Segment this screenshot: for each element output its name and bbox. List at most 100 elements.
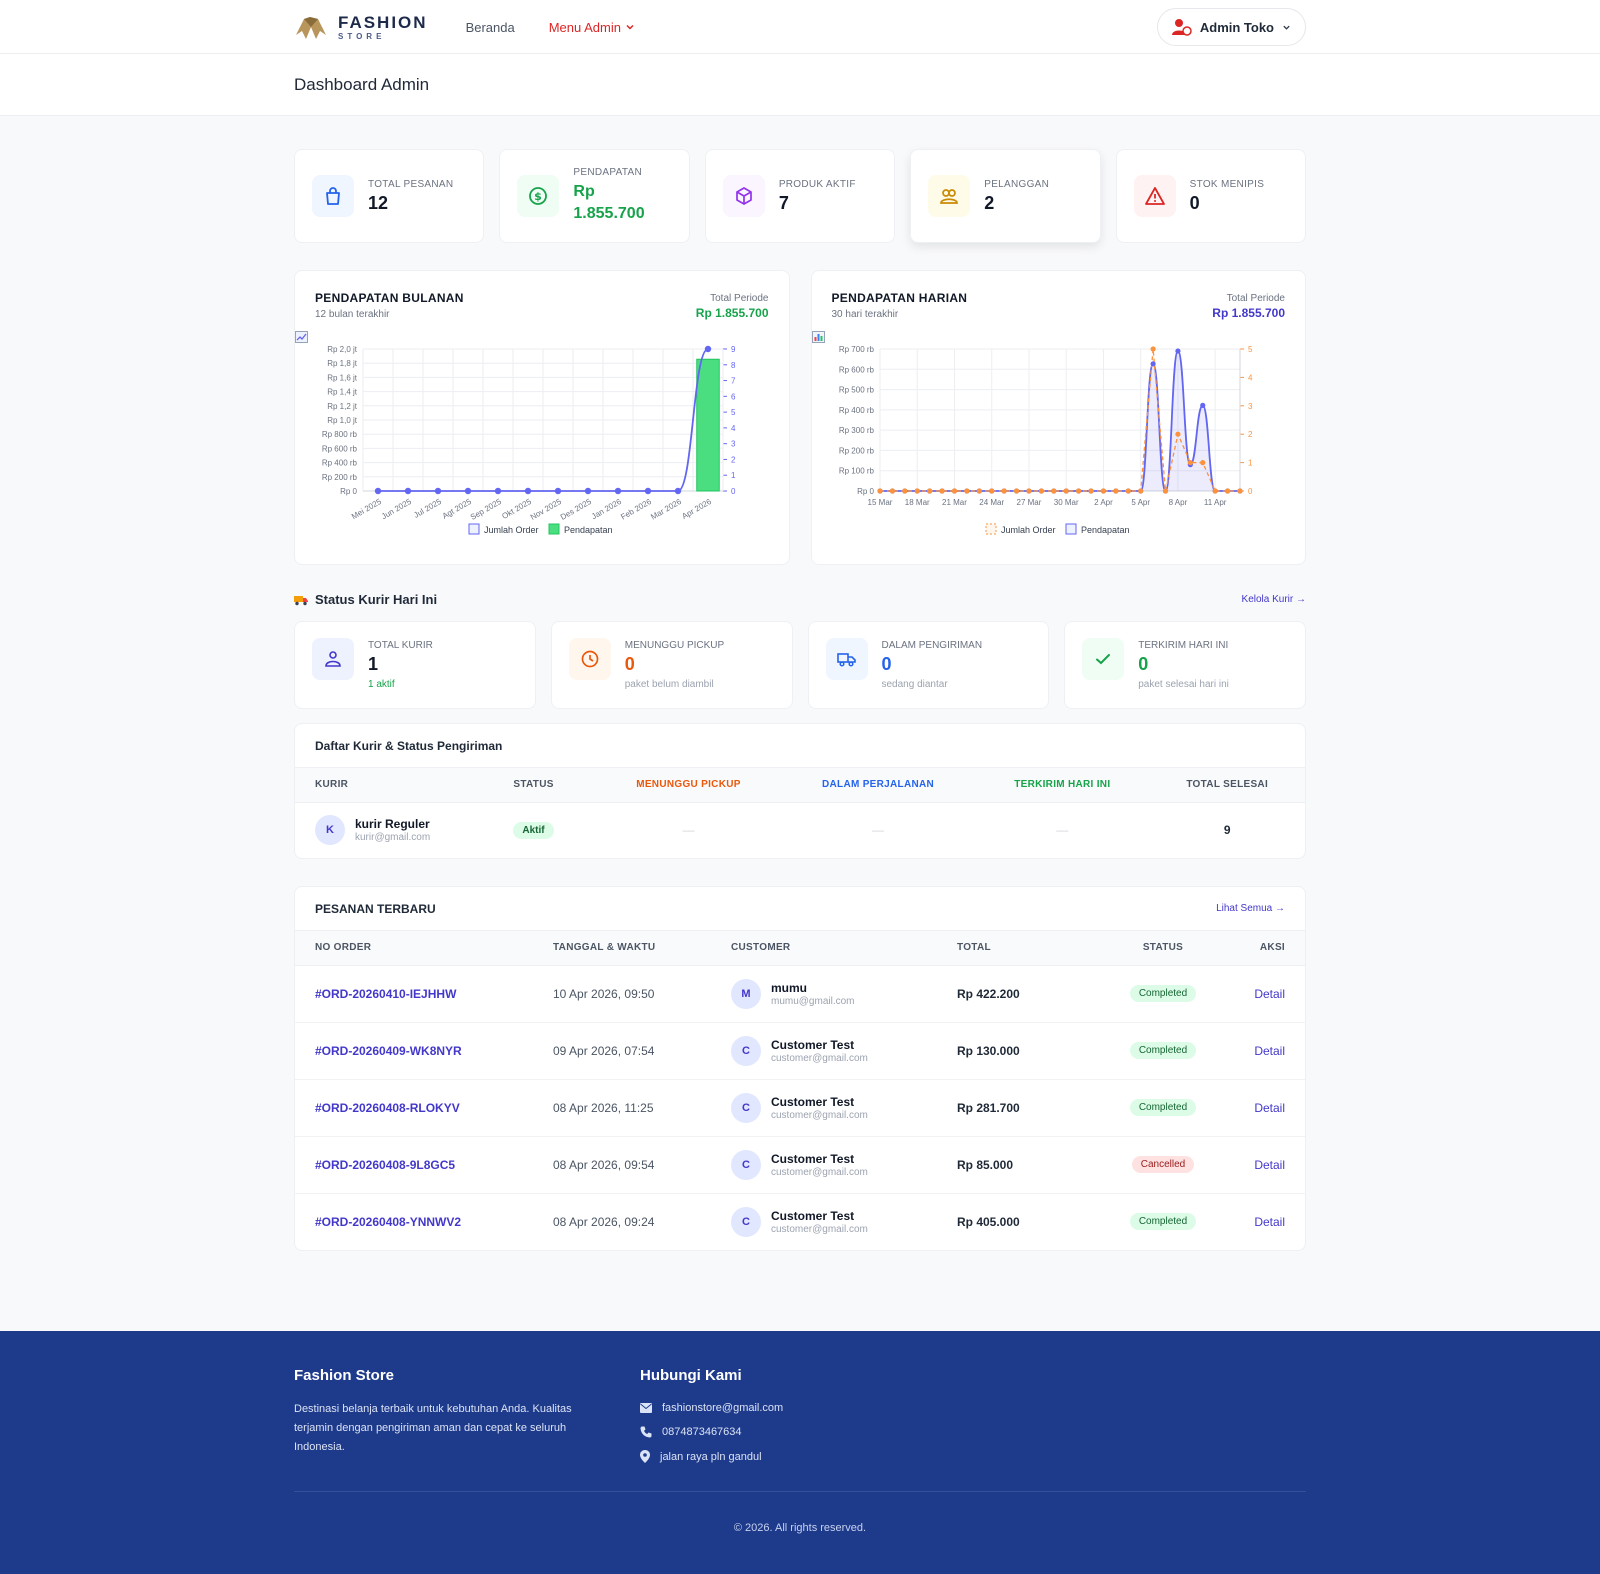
stat-value: 0 <box>1189 192 1200 213</box>
order-id-link[interactable]: #ORD-20260410-IEJHHW <box>315 986 457 1001</box>
courier-section-title: Status Kurir Hari Ini <box>315 592 438 607</box>
see-all-orders-link[interactable]: Lihat Semua → <box>1216 903 1285 914</box>
order-point[interactable] <box>704 345 712 353</box>
order-total-cell: Rp 85.000 <box>937 1136 1103 1194</box>
legend-swatch-orders <box>985 523 996 535</box>
order-action-cell: Detail <box>1223 1136 1305 1194</box>
order-point[interactable] <box>901 488 907 494</box>
order-id-cell: #ORD-20260408-9L8GC5 <box>295 1136 533 1194</box>
order-point[interactable] <box>674 487 682 495</box>
order-point[interactable] <box>1112 488 1118 494</box>
detail-link[interactable]: Detail <box>1254 1214 1285 1229</box>
order-point[interactable] <box>554 487 562 495</box>
order-point[interactable] <box>1100 488 1106 494</box>
stat-icon-box <box>312 175 354 217</box>
order-point[interactable] <box>1236 488 1243 494</box>
brand-logo[interactable]: FASHION STORE <box>294 13 428 41</box>
order-point[interactable] <box>1162 488 1168 494</box>
legend-label: Pendapatan <box>1081 525 1130 535</box>
order-point[interactable] <box>434 487 442 495</box>
order-point[interactable] <box>1038 488 1044 494</box>
nav-admin-label: Menu Admin <box>548 19 621 35</box>
table-row[interactable]: #ORD-20260408-YNNWV2 08 Apr 2026, 09:24 … <box>295 1193 1305 1250</box>
check-icon <box>1096 654 1111 665</box>
order-point[interactable] <box>938 488 945 494</box>
courier-stat-card: MENUNGGU PICKUP 0 paket belum diambil <box>550 621 793 709</box>
detail-link[interactable]: Detail <box>1254 1043 1285 1058</box>
order-point[interactable] <box>1187 460 1193 466</box>
detail-link[interactable]: Detail <box>1254 986 1285 1001</box>
revenue-bar[interactable] <box>696 358 720 492</box>
order-point[interactable] <box>1150 346 1156 352</box>
courier-stat-text: MENUNGGU PICKUP 0 paket belum diambil <box>625 638 724 690</box>
order-point[interactable] <box>926 488 932 494</box>
order-point[interactable] <box>464 487 472 495</box>
order-point[interactable] <box>404 487 412 495</box>
y-left-tick-label: Rp 1,4 jt <box>327 388 358 397</box>
order-point[interactable] <box>614 487 622 495</box>
order-status-cell: Completed <box>1103 1022 1223 1080</box>
revenue-point[interactable] <box>1199 402 1205 408</box>
x-tick-label: 15 Mar <box>867 498 892 507</box>
order-point[interactable] <box>1075 488 1081 494</box>
detail-link[interactable]: Detail <box>1254 1100 1285 1115</box>
order-point[interactable] <box>1212 488 1218 494</box>
order-id-link[interactable]: #ORD-20260408-9L8GC5 <box>315 1157 456 1172</box>
order-point[interactable] <box>1125 488 1131 494</box>
table-row[interactable]: #ORD-20260409-WK8NYR 09 Apr 2026, 07:54 … <box>295 1022 1305 1080</box>
order-point[interactable] <box>374 487 382 495</box>
courier-table-header: Daftar Kurir & Status Pengiriman <box>295 724 1305 768</box>
x-tick-label: 11 Apr <box>1203 498 1226 507</box>
order-point[interactable] <box>1013 488 1019 494</box>
detail-link[interactable]: Detail <box>1254 1157 1285 1172</box>
order-point[interactable] <box>1001 488 1007 494</box>
order-point[interactable] <box>1137 488 1143 494</box>
order-point[interactable] <box>988 488 994 494</box>
order-point[interactable] <box>889 488 895 494</box>
footer-about: Fashion Store Destinasi belanja terbaik … <box>294 1367 640 1463</box>
revenue-point[interactable] <box>1150 361 1156 367</box>
order-id-link[interactable]: #ORD-20260409-WK8NYR <box>315 1043 462 1058</box>
order-point[interactable] <box>976 488 982 494</box>
footer-phone[interactable]: 0874873467634 <box>640 1426 783 1438</box>
legend-swatch-revenue <box>548 523 560 535</box>
order-point[interactable] <box>1025 488 1032 494</box>
order-point[interactable] <box>494 487 502 495</box>
order-point[interactable] <box>963 488 969 494</box>
order-point[interactable] <box>876 488 883 494</box>
customer-email: customer@gmail.com <box>771 1052 868 1064</box>
order-point[interactable] <box>1199 460 1205 466</box>
order-point[interactable] <box>1050 488 1056 494</box>
courier-stat-value: 0 <box>881 654 892 674</box>
table-row[interactable]: #ORD-20260408-RLOKYV 08 Apr 2026, 11:25 … <box>295 1079 1305 1137</box>
manage-courier-link[interactable]: Kelola Kurir → <box>1241 594 1306 605</box>
order-point[interactable] <box>914 488 920 494</box>
table-row[interactable]: #ORD-20260408-9L8GC5 08 Apr 2026, 09:54 … <box>295 1136 1305 1194</box>
stat-text: STOK MENIPIS 0 <box>1190 179 1265 214</box>
order-point[interactable] <box>951 488 957 494</box>
table-row[interactable]: #ORD-20260410-IEJHHW 10 Apr 2026, 09:50 … <box>295 965 1305 1023</box>
order-point[interactable] <box>644 487 652 495</box>
nav-home-link[interactable]: Beranda <box>465 19 515 35</box>
nav-admin-menu[interactable]: Menu Admin <box>549 20 635 35</box>
revenue-point[interactable] <box>1174 348 1181 354</box>
order-id-cell: #ORD-20260408-YNNWV2 <box>295 1193 533 1250</box>
order-id-link[interactable]: #ORD-20260408-YNNWV2 <box>315 1214 462 1229</box>
x-tick-label: Mei 2025 <box>350 497 383 522</box>
y-right-tick-label: 5 <box>1248 345 1253 354</box>
stat-icon-box <box>1133 175 1176 217</box>
user-menu-button[interactable]: Admin Toko <box>1156 8 1306 46</box>
footer-email[interactable]: fashionstore@gmail.com <box>640 1402 783 1414</box>
order-point[interactable] <box>1174 431 1181 437</box>
footer-contact-title: Hubungi Kami <box>640 1367 742 1384</box>
order-point[interactable] <box>524 487 532 495</box>
order-point[interactable] <box>1063 488 1069 494</box>
order-id-link[interactable]: #ORD-20260408-RLOKYV <box>315 1100 460 1115</box>
courier-col-header: TERKIRIM HARI INI <box>975 768 1150 803</box>
avatar: C <box>731 1092 761 1123</box>
chart-row: PENDAPATAN BULANAN 12 bulan terakhir Tot… <box>294 270 1306 565</box>
order-point[interactable] <box>1087 488 1094 494</box>
order-point[interactable] <box>584 487 592 495</box>
order-point[interactable] <box>1224 488 1230 494</box>
